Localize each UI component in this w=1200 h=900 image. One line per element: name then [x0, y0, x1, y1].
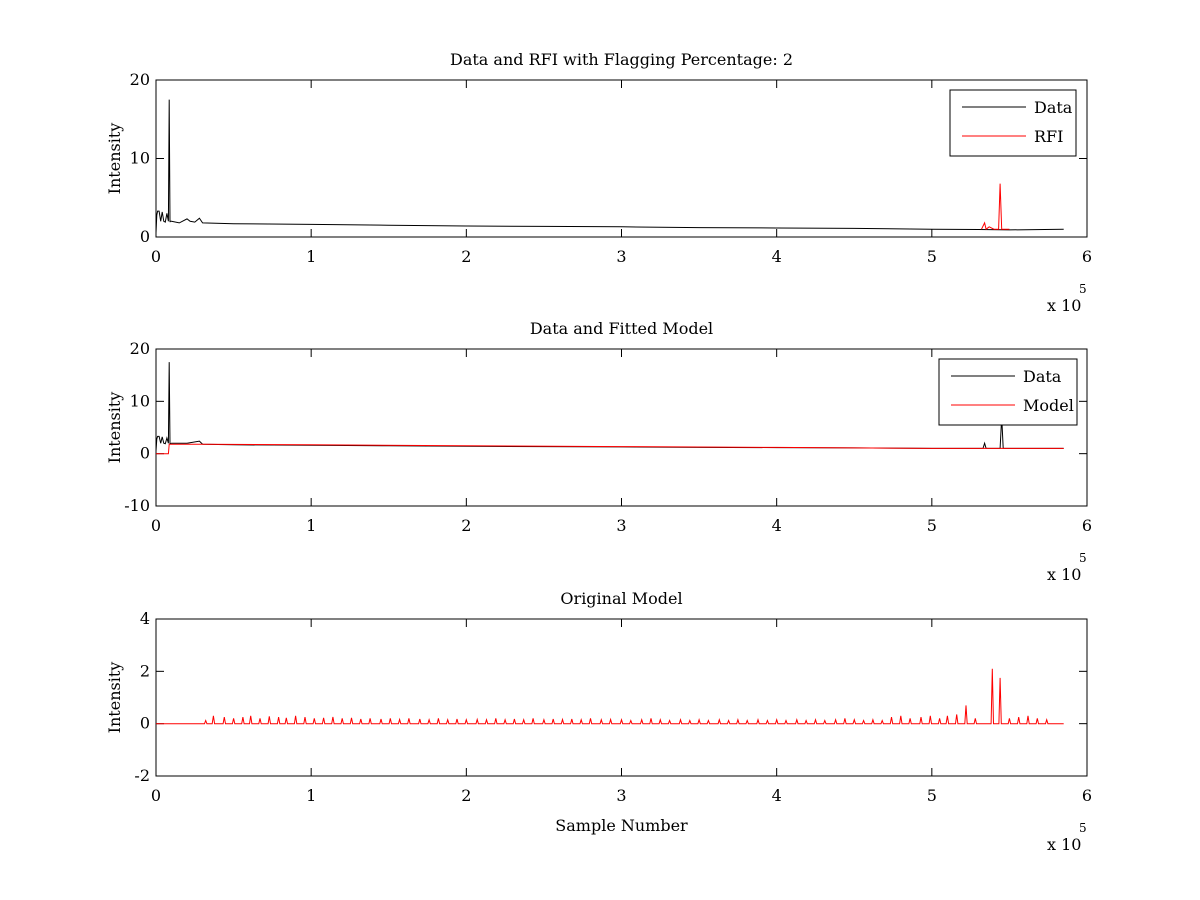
- series-line-data: [156, 99, 1064, 234]
- y-tick-label: -2: [134, 766, 150, 785]
- plot-area: [156, 668, 1064, 725]
- plot-area: [156, 362, 1064, 455]
- legend-label-data: Data: [1034, 98, 1073, 117]
- y-tick-label: 4: [140, 609, 150, 628]
- y-tick-label: 2: [140, 661, 150, 680]
- legend-label-data: Data: [1023, 367, 1062, 386]
- plot-area: [156, 99, 1064, 234]
- x-multiplier-label: x 10: [1047, 296, 1081, 315]
- x-tick-label: 6: [1082, 247, 1092, 266]
- y-tick-label: 0: [140, 227, 150, 246]
- legend: Data Model: [938, 358, 1078, 426]
- x-tick-label: 5: [927, 247, 937, 266]
- x-tick-label: 3: [616, 786, 626, 805]
- chart-title: Data and RFI with Flagging Percentage: 2: [450, 50, 793, 69]
- chart-title: Data and Fitted Model: [530, 319, 713, 338]
- x-tick-label: 2: [461, 247, 471, 266]
- series-line-model: [156, 443, 1064, 455]
- x-tick-label: 6: [1082, 786, 1092, 805]
- x-tick-label: 4: [772, 247, 782, 266]
- x-tick-label: 4: [772, 786, 782, 805]
- x-multiplier-exponent: 5: [1079, 282, 1087, 296]
- series-line-rfi: [981, 183, 1010, 231]
- legend-box: [938, 358, 1078, 426]
- x-multiplier-exponent: 5: [1079, 821, 1087, 835]
- x-tick-label: 1: [306, 516, 316, 535]
- x-tick-label: 0: [151, 516, 161, 535]
- y-tick-label: 10: [130, 391, 150, 410]
- x-tick-label: 0: [151, 247, 161, 266]
- chart-title: Original Model: [560, 589, 682, 608]
- x-tick-label: 0: [151, 786, 161, 805]
- series-line-0: [156, 668, 1064, 725]
- x-tick-label: 2: [461, 516, 471, 535]
- y-tick-label: 20: [130, 339, 150, 358]
- panel-data-and-rfi: 0 1 2 3 4 5 6 0 10 20 Data and RFI with Flagging P…: [105, 50, 1092, 315]
- x-multiplier-label: x 10: [1047, 835, 1081, 854]
- legend-label-model: Model: [1023, 396, 1074, 415]
- x-tick-label: 2: [461, 786, 471, 805]
- x-tick-label: 5: [927, 786, 937, 805]
- y-tick-label: 20: [130, 70, 150, 89]
- x-tick-label: 6: [1082, 516, 1092, 535]
- y-tick-label: -10: [124, 496, 150, 515]
- x-multiplier-exponent: 5: [1079, 551, 1087, 565]
- x-tick-label: 3: [616, 516, 626, 535]
- x-tick-label: 4: [772, 516, 782, 535]
- y-axis-label: Intensity: [105, 123, 124, 195]
- legend-box: [949, 89, 1077, 157]
- y-tick-label: 10: [130, 149, 150, 168]
- legend: Data RFI: [949, 89, 1077, 157]
- x-tick-label: 1: [306, 786, 316, 805]
- x-tick-label: 3: [616, 247, 626, 266]
- y-tick-label: 0: [140, 444, 150, 463]
- x-tick-label: 1: [306, 247, 316, 266]
- x-multiplier-label: x 10: [1047, 565, 1081, 584]
- y-axis-label: Intensity: [105, 392, 124, 464]
- x-axis-label: Sample Number: [555, 816, 688, 835]
- legend-label-rfi: RFI: [1034, 127, 1063, 146]
- y-tick-label: 0: [140, 714, 150, 733]
- x-tick-label: 5: [927, 516, 937, 535]
- y-axis-label: Intensity: [105, 662, 124, 734]
